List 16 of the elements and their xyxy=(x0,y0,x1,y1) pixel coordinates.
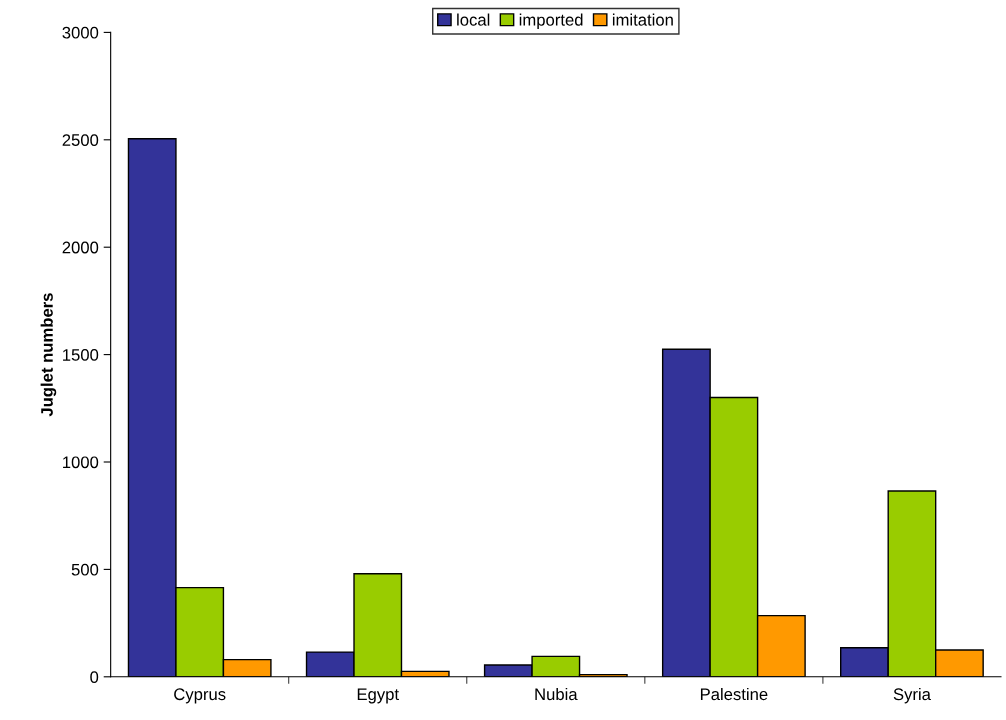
x-tick-label: Syria xyxy=(893,687,931,704)
y-tick-label: 500 xyxy=(71,563,99,576)
y-tick-label: 0 xyxy=(90,671,99,683)
y-tick-label: 2500 xyxy=(62,134,99,146)
x-tick-label: Cyprus xyxy=(174,688,226,704)
y-tick-label: 1000 xyxy=(63,456,99,469)
y-axis-title: Juglet numbers xyxy=(40,293,57,417)
y-tick-label: 1500 xyxy=(63,349,99,361)
x-tick-label: Egypt xyxy=(357,688,399,704)
x-tick-label: Palestine xyxy=(700,687,768,701)
y-tick-label: 2000 xyxy=(62,241,99,254)
legend-label: imported xyxy=(519,13,583,30)
legend-label: imitation xyxy=(612,13,673,26)
legend-label: local xyxy=(457,13,490,26)
y-tick-label: 3000 xyxy=(62,26,99,39)
x-tick-label: Nubia xyxy=(535,687,578,701)
